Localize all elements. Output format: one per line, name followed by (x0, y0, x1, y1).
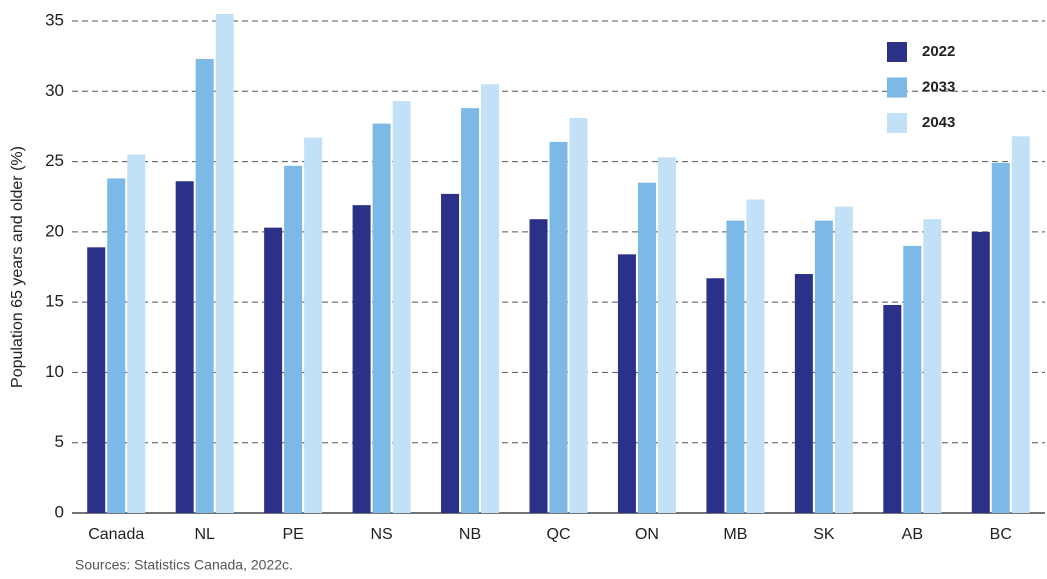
x-tick-label: NL (194, 526, 215, 543)
bar (706, 278, 725, 513)
y-axis-label: Population 65 years and older (%) (9, 146, 26, 388)
y-tick-label: 25 (45, 151, 64, 170)
bar (175, 181, 194, 513)
bar (834, 206, 853, 513)
x-tick-label: Canada (88, 526, 144, 543)
bar (794, 274, 813, 513)
bar (87, 247, 106, 513)
bar (903, 245, 922, 513)
bar (617, 254, 636, 513)
bar (481, 84, 500, 513)
x-tick-label: QC (547, 526, 571, 543)
bar (726, 220, 745, 513)
legend-swatch (887, 42, 907, 62)
bar (264, 227, 283, 513)
legend-swatch (887, 77, 907, 98)
x-tick-label: BC (990, 526, 1012, 543)
legend-label: 2022 (922, 43, 955, 60)
bar (549, 141, 568, 514)
bar (991, 162, 1010, 513)
bar (637, 182, 656, 513)
x-tick-label: ON (635, 526, 659, 543)
bar (923, 219, 942, 513)
bar (372, 123, 391, 514)
bar (304, 137, 323, 513)
bar (657, 157, 676, 513)
bar (529, 219, 548, 513)
bar (1011, 136, 1030, 514)
x-tick-label: MB (723, 526, 747, 543)
bar (971, 231, 990, 513)
bar (352, 205, 371, 514)
x-tick-label: NS (370, 526, 392, 543)
x-tick-label: PE (282, 526, 303, 543)
bar (284, 165, 303, 513)
bar (814, 220, 833, 513)
x-tick-label: SK (813, 526, 835, 543)
x-tick-label: NB (459, 526, 481, 543)
bar (569, 117, 588, 513)
y-tick-label: 15 (45, 292, 64, 311)
bar (461, 108, 480, 513)
bar (441, 193, 460, 513)
legend-swatch (887, 113, 907, 133)
bar (746, 199, 765, 514)
bar (107, 178, 126, 513)
bar (127, 154, 146, 514)
source-note: Sources: Statistics Canada, 2022c. (75, 557, 293, 573)
y-tick-label: 35 (45, 10, 64, 29)
legend-label: 2043 (922, 114, 955, 131)
y-tick-label: 30 (45, 81, 64, 100)
y-tick-label: 5 (55, 432, 64, 451)
y-tick-label: 10 (45, 362, 64, 381)
bar (195, 58, 214, 513)
bar (215, 13, 234, 513)
y-tick-label: 0 (55, 502, 64, 521)
x-tick-label: AB (902, 526, 923, 543)
bar (883, 304, 902, 513)
legend-label: 2033 (922, 78, 955, 95)
y-tick-label: 20 (45, 221, 64, 240)
bar (392, 101, 411, 513)
